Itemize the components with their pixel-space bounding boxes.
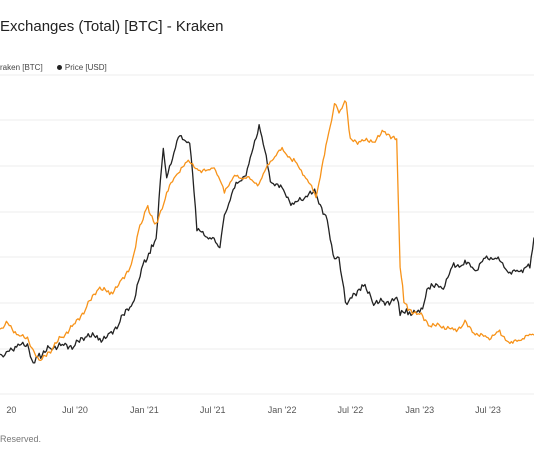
x-axis: 20 Jul '20 Jan '21 Jul '21 Jan '22 Jul '22 Jan… bbox=[6, 405, 500, 415]
legend-label-price: Price [USD] bbox=[64, 63, 107, 72]
x-tick-label: Jul '22 bbox=[337, 405, 363, 415]
line-chart: 20 Jul '20 Jan '21 Jul '21 Jan '22 Jul '22 Jan… bbox=[0, 74, 534, 415]
x-tick-label: Jul '20 bbox=[62, 405, 88, 415]
series-line-balance[interactable] bbox=[0, 100, 534, 362]
grid-lines bbox=[0, 74, 534, 395]
series-layer bbox=[0, 100, 534, 364]
x-tick-label: Jul '23 bbox=[475, 405, 501, 415]
x-tick-label: 20 bbox=[6, 405, 16, 415]
copyright-footer: Reserved. bbox=[0, 434, 42, 444]
x-tick-label: Jan '21 bbox=[130, 405, 159, 415]
legend-item-price[interactable]: Price [USD] bbox=[56, 63, 107, 72]
legend-item-balance[interactable]: raken [BTC] bbox=[0, 63, 43, 72]
legend-label-balance: raken [BTC] bbox=[0, 63, 43, 72]
x-tick-label: Jul '21 bbox=[200, 405, 226, 415]
chart-title: Exchanges (Total) [BTC] - Kraken bbox=[0, 18, 224, 35]
series-line-price[interactable] bbox=[0, 124, 534, 364]
x-tick-label: Jan '22 bbox=[268, 405, 297, 415]
x-tick-label: Jan '23 bbox=[405, 405, 434, 415]
legend-dot-price bbox=[56, 65, 62, 71]
legend: raken [BTC] Price [USD] bbox=[0, 63, 119, 72]
